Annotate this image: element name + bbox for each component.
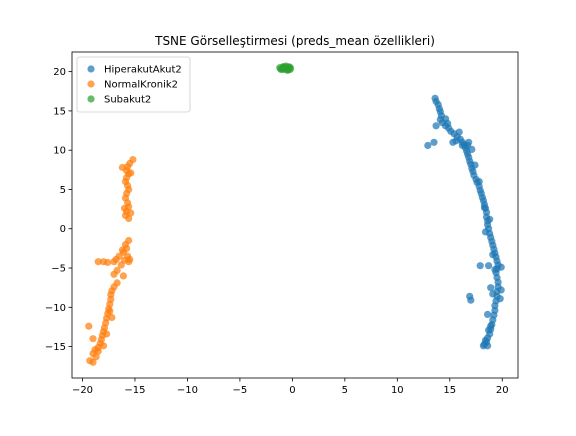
x-tick-label: 0	[289, 385, 295, 396]
x-tick-label: 5	[342, 385, 348, 396]
point-NormalKronik2-65	[112, 255, 120, 263]
point-HiperakutAkut2-98	[479, 342, 487, 350]
point-HiperakutAkut2-99	[484, 310, 492, 318]
point-HiperakutAkut2-92	[424, 141, 432, 150]
y-tick-label: −10	[45, 303, 66, 314]
points-layer	[85, 62, 505, 366]
point-NormalKronik2-19	[120, 204, 129, 212]
point-HiperakutAkut2-85	[449, 138, 457, 146]
point-HiperakutAkut2-86	[465, 138, 473, 146]
point-HiperakutAkut2-94	[467, 296, 475, 304]
point-NormalKronik2-26	[117, 261, 125, 269]
legend-label-NormalKronik2: NormalKronik2	[104, 80, 178, 91]
legend-marker-NormalKronik2	[87, 80, 95, 88]
chart-title: TSNE Görselleştirmesi (preds_mean özelli…	[154, 34, 435, 48]
x-tick-label: 10	[391, 385, 404, 396]
point-HiperakutAkut2-87	[455, 128, 463, 136]
point-NormalKronik2-61	[94, 347, 102, 355]
x-tick-label: 15	[443, 385, 456, 396]
point-HiperakutAkut2-67	[481, 336, 490, 344]
point-HiperakutAkut2-69	[489, 290, 497, 298]
point-NormalKronik2-56	[103, 330, 111, 338]
point-NormalKronik2-17	[127, 169, 135, 177]
point-HiperakutAkut2-91	[430, 138, 438, 146]
point-HiperakutAkut2-95	[476, 262, 484, 270]
y-axis: −15 −10 −5 0 5 10 15 20	[45, 67, 72, 353]
point-NormalKronik2-63	[104, 258, 112, 267]
x-tick-label: −5	[233, 385, 248, 396]
y-tick-label: 5	[60, 185, 66, 196]
point-HiperakutAkut2-73	[485, 262, 493, 270]
y-tick-label: −5	[51, 264, 66, 275]
point-HiperakutAkut2-80	[471, 161, 479, 169]
x-tick-label: 20	[496, 385, 509, 396]
point-HiperakutAkut2-76	[481, 228, 490, 236]
y-tick-label: 15	[53, 106, 66, 117]
point-Subakut2-14	[286, 64, 294, 72]
point-HiperakutAkut2-78	[480, 203, 488, 212]
point-NormalKronik2-64	[94, 258, 102, 266]
point-NormalKronik2-58	[106, 307, 114, 315]
point-NormalKronik2-18	[127, 209, 135, 217]
y-tick-label: 10	[53, 146, 66, 157]
legend: HiperakutAkut2 NormalKronik2 Subakut2	[76, 56, 191, 113]
axes-frame	[71, 51, 519, 379]
point-HiperakutAkut2-79	[475, 178, 483, 186]
point-Subakut2-13	[280, 65, 288, 73]
point-HiperakutAkut2-90	[442, 115, 450, 123]
point-HiperakutAkut2-74	[497, 263, 505, 271]
point-NormalKronik2-57	[108, 313, 116, 322]
point-NormalKronik2-33	[119, 272, 127, 280]
point-HiperakutAkut2-70	[496, 295, 504, 303]
point-HiperakutAkut2-77	[486, 215, 494, 223]
point-NormalKronik2-54	[89, 358, 97, 366]
x-tick-label: −20	[72, 385, 93, 396]
point-HiperakutAkut2-89	[432, 122, 440, 130]
point-NormalKronik2-60	[85, 322, 93, 330]
x-tick-label: −15	[124, 385, 145, 396]
y-tick-label: 20	[53, 67, 66, 78]
point-HiperakutAkut2-75	[489, 251, 497, 259]
point-NormalKronik2-15	[125, 214, 133, 223]
legend-label-HiperakutAkut2: HiperakutAkut2	[104, 65, 182, 76]
legend-marker-Subakut2	[87, 95, 95, 103]
point-NormalKronik2-16	[118, 163, 126, 172]
point-HiperakutAkut2-71	[497, 286, 505, 294]
y-tick-label: 0	[60, 224, 66, 235]
point-NormalKronik2-28	[110, 270, 118, 278]
point-HiperakutAkut2-97	[485, 326, 493, 334]
point-NormalKronik2-52	[92, 353, 100, 361]
point-NormalKronik2-55	[99, 342, 108, 350]
legend-box	[76, 56, 191, 113]
point-HiperakutAkut2-72	[487, 284, 495, 292]
point-NormalKronik2-31	[118, 246, 126, 254]
point-HiperakutAkut2-83	[458, 141, 466, 150]
x-tick-label: −10	[177, 385, 198, 396]
legend-marker-HiperakutAkut2	[87, 65, 95, 73]
point-HiperakutAkut2-96	[491, 266, 499, 274]
point-NormalKronik2-66	[126, 255, 134, 263]
point-NormalKronik2-59	[89, 335, 97, 343]
y-tick-label: −15	[45, 342, 66, 353]
legend-label-Subakut2: Subakut2	[104, 95, 151, 106]
x-axis: −20 −15 −10 −5 0 5 10 15 20	[72, 378, 509, 396]
